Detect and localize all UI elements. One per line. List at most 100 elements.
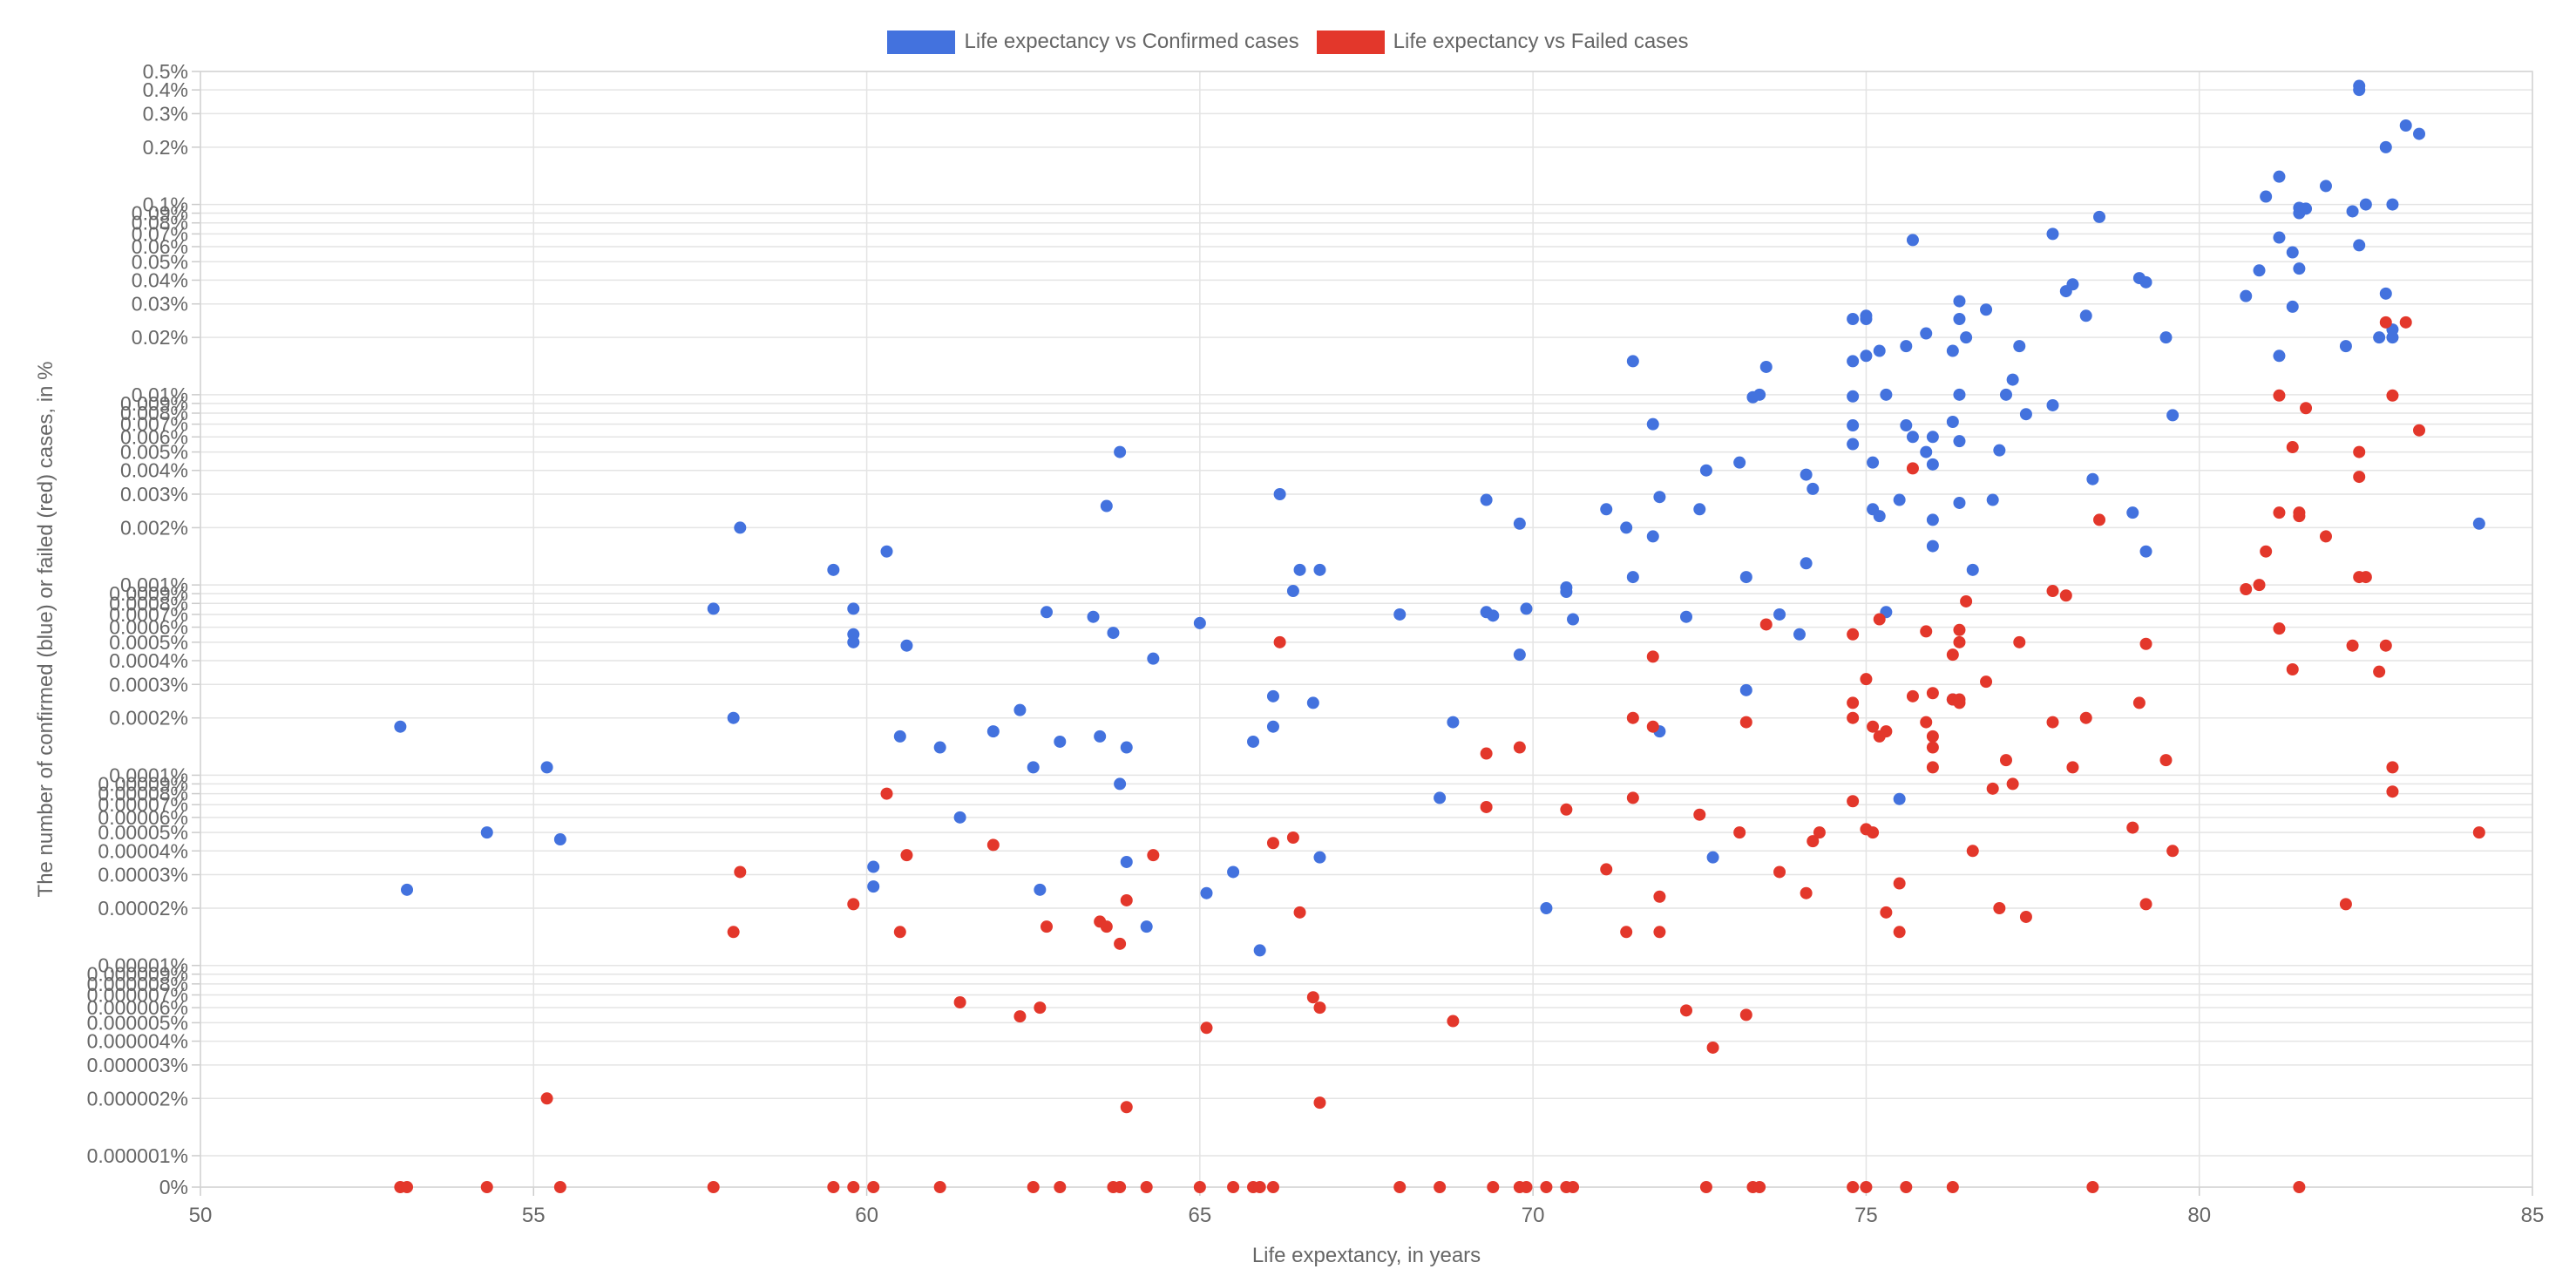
failed-point[interactable] [827, 1181, 840, 1193]
confirmed-point[interactable] [1847, 438, 1860, 451]
failed-point[interactable] [2399, 316, 2412, 329]
failed-point[interactable] [847, 1181, 860, 1193]
failed-point[interactable] [900, 849, 913, 862]
failed-point[interactable] [1906, 462, 1919, 475]
failed-point[interactable] [1926, 687, 1939, 700]
failed-point[interactable] [2286, 441, 2299, 454]
confirmed-point[interactable] [1114, 777, 1127, 791]
confirmed-point[interactable] [734, 521, 747, 534]
failed-point[interactable] [1273, 635, 1286, 648]
confirmed-point[interactable] [1646, 417, 1659, 431]
confirmed-point[interactable] [2159, 331, 2173, 344]
confirmed-point[interactable] [2166, 409, 2179, 422]
confirmed-point[interactable] [2066, 278, 2079, 291]
failed-point[interactable] [1487, 1181, 1500, 1193]
failed-point[interactable] [1646, 720, 1659, 733]
failed-point[interactable] [1800, 886, 1813, 899]
failed-point[interactable] [1893, 926, 1906, 939]
confirmed-point[interactable] [480, 826, 493, 839]
confirmed-point[interactable] [2086, 472, 2099, 485]
confirmed-point[interactable] [1847, 390, 1860, 403]
failed-point[interactable] [1920, 716, 1933, 729]
failed-point[interactable] [1120, 1101, 1133, 1114]
failed-point[interactable] [933, 1181, 946, 1193]
confirmed-point[interactable] [1487, 609, 1500, 622]
confirmed-point[interactable] [1847, 312, 1860, 325]
failed-point[interactable] [2066, 761, 2079, 774]
failed-point[interactable] [1120, 893, 1133, 906]
failed-point[interactable] [2126, 821, 2139, 834]
confirmed-point[interactable] [1120, 855, 1133, 868]
failed-point[interactable] [1926, 761, 1939, 774]
confirmed-point[interactable] [2472, 517, 2485, 530]
confirmed-point[interactable] [1540, 901, 1553, 914]
confirmed-point[interactable] [2273, 350, 2286, 363]
confirmed-point[interactable] [1513, 517, 1526, 530]
failed-point[interactable] [1847, 711, 1860, 724]
failed-point[interactable] [1653, 890, 1666, 903]
confirmed-point[interactable] [1893, 493, 1906, 506]
confirmed-point[interactable] [1873, 510, 1886, 523]
failed-point[interactable] [2159, 754, 2173, 767]
confirmed-point[interactable] [1860, 350, 1873, 363]
confirmed-point[interactable] [1880, 388, 1893, 401]
failed-point[interactable] [1953, 635, 1966, 648]
failed-point[interactable] [1034, 1001, 1047, 1015]
failed-point[interactable] [2353, 445, 2366, 458]
confirmed-point[interactable] [2253, 264, 2266, 277]
failed-point[interactable] [1847, 1181, 1860, 1193]
failed-point[interactable] [1880, 725, 1893, 738]
failed-point[interactable] [1293, 906, 1306, 919]
failed-point[interactable] [1860, 1181, 1873, 1193]
failed-point[interactable] [1620, 926, 1633, 939]
failed-point[interactable] [1960, 594, 1973, 607]
failed-point[interactable] [1054, 1181, 1067, 1193]
failed-point[interactable] [1880, 906, 1893, 919]
failed-point[interactable] [1847, 696, 1860, 709]
confirmed-point[interactable] [1946, 344, 1959, 357]
failed-point[interactable] [1114, 1181, 1127, 1193]
failed-point[interactable] [1567, 1181, 1580, 1193]
confirmed-point[interactable] [1313, 563, 1326, 576]
confirmed-point[interactable] [2240, 289, 2253, 302]
confirmed-point[interactable] [933, 741, 946, 754]
confirmed-point[interactable] [1513, 648, 1526, 662]
failed-point[interactable] [1993, 901, 2006, 914]
failed-point[interactable] [1807, 835, 1820, 848]
confirmed-point[interactable] [986, 725, 1000, 738]
confirmed-point[interactable] [1560, 586, 1573, 599]
failed-point[interactable] [2132, 696, 2146, 709]
confirmed-point[interactable] [1620, 521, 1633, 534]
failed-point[interactable] [2059, 589, 2072, 602]
confirmed-point[interactable] [1679, 610, 1692, 623]
confirmed-point[interactable] [2319, 180, 2332, 193]
failed-point[interactable] [1653, 926, 1666, 939]
confirmed-point[interactable] [1013, 703, 1027, 716]
confirmed-point[interactable] [1306, 696, 1319, 709]
confirmed-point[interactable] [1034, 883, 1047, 896]
failed-point[interactable] [1041, 920, 1054, 933]
failed-point[interactable] [1847, 628, 1860, 641]
confirmed-point[interactable] [2373, 331, 2386, 344]
confirmed-point[interactable] [1567, 613, 1580, 626]
confirmed-point[interactable] [1266, 720, 1279, 733]
failed-point[interactable] [1200, 1021, 1213, 1035]
failed-point[interactable] [1626, 791, 1639, 804]
failed-point[interactable] [1980, 675, 1993, 689]
failed-point[interactable] [1773, 865, 1786, 879]
failed-point[interactable] [1906, 689, 1919, 702]
confirmed-point[interactable] [2260, 190, 2273, 203]
confirmed-point[interactable] [1094, 730, 1107, 743]
confirmed-point[interactable] [867, 880, 880, 893]
failed-point[interactable] [2353, 471, 2366, 484]
confirmed-point[interactable] [1966, 563, 1979, 576]
failed-point[interactable] [2093, 513, 2106, 526]
confirmed-point[interactable] [1847, 355, 1860, 368]
confirmed-point[interactable] [1600, 503, 1613, 516]
failed-point[interactable] [986, 838, 1000, 852]
failed-point[interactable] [1873, 613, 1886, 626]
failed-point[interactable] [1733, 826, 1746, 839]
failed-point[interactable] [1560, 803, 1573, 816]
confirmed-point[interactable] [2273, 170, 2286, 183]
confirmed-point[interactable] [1706, 851, 1719, 864]
